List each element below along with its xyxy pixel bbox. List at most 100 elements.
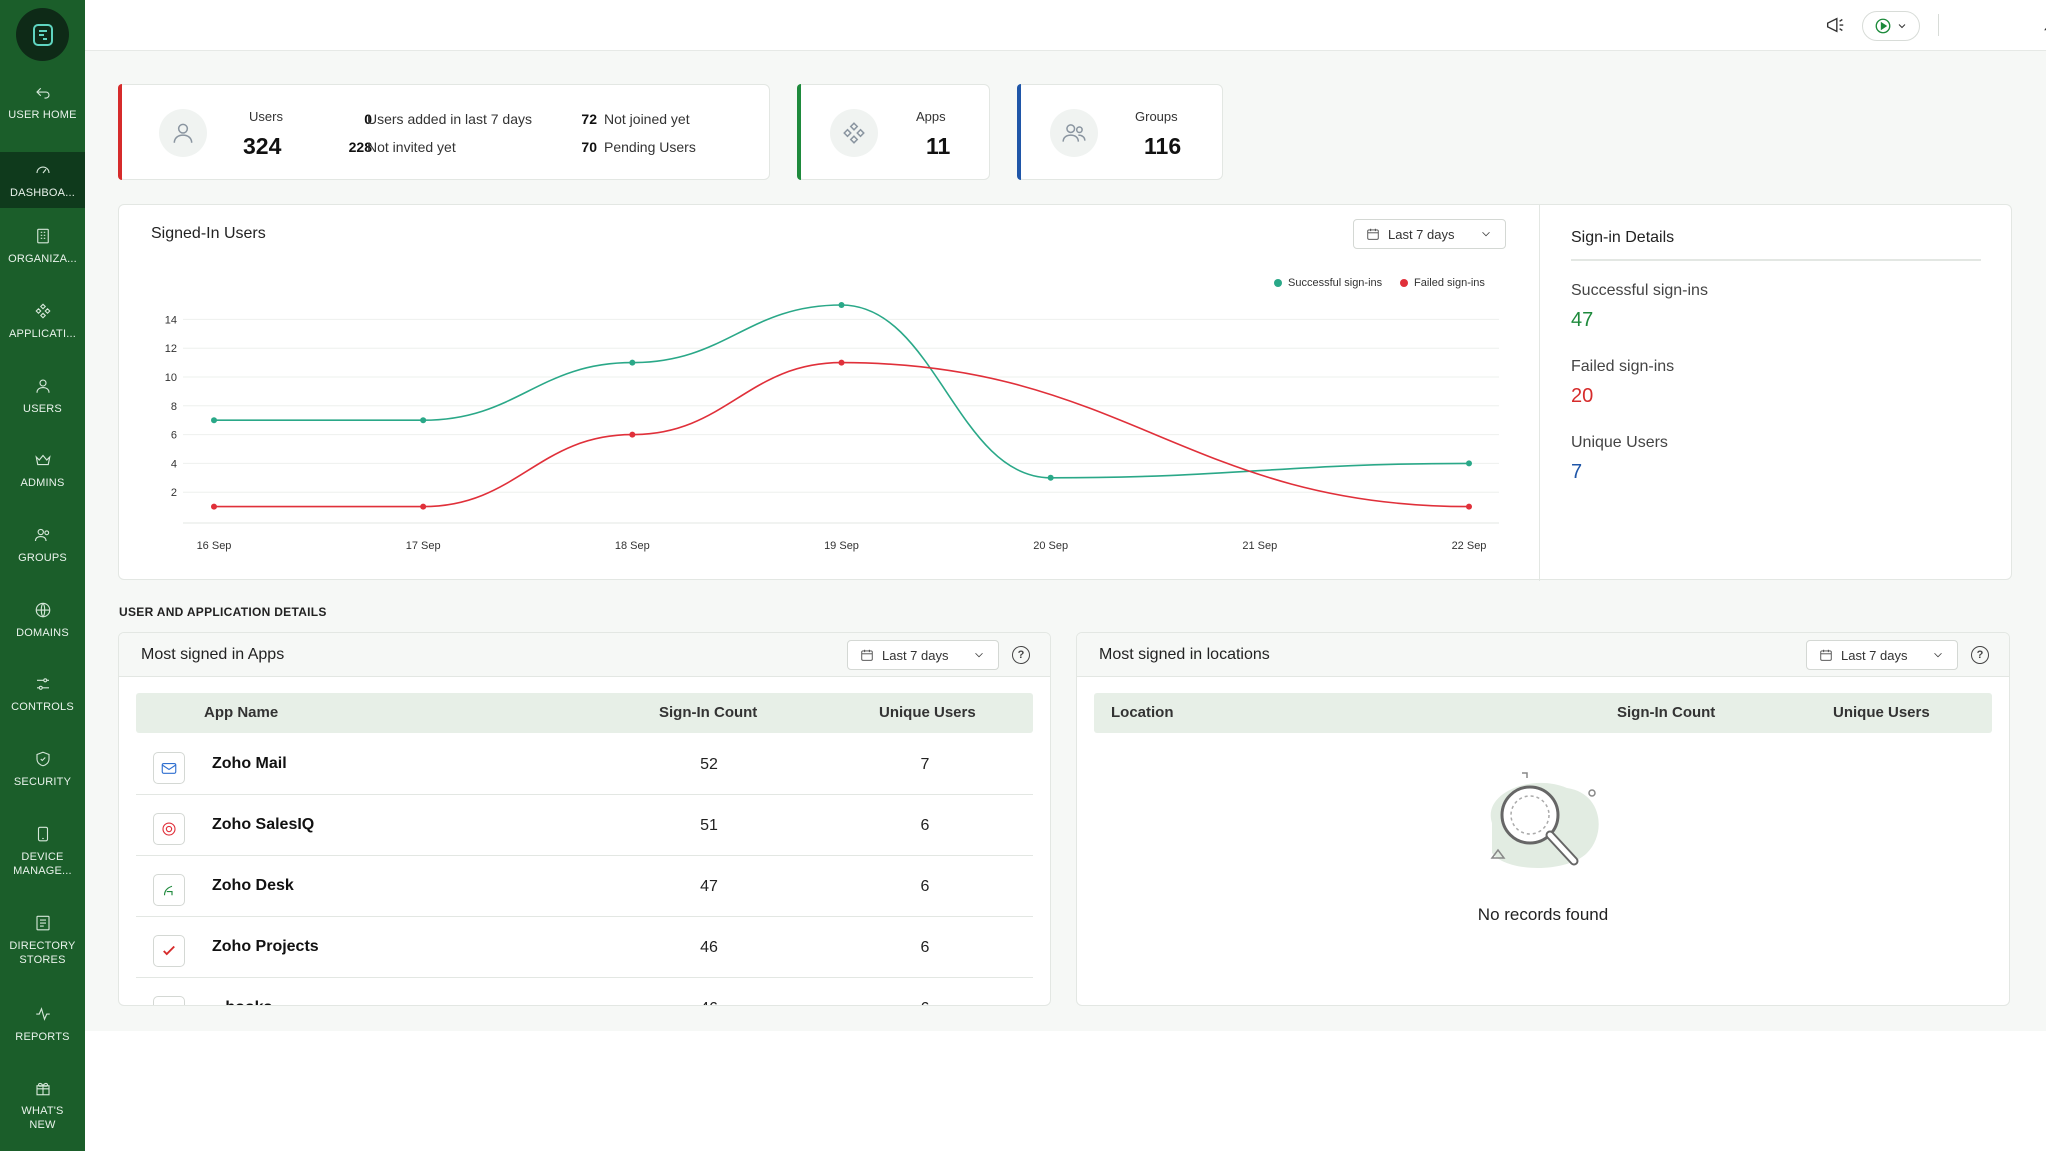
added-label[interactable]: Users added in last 7 days <box>367 111 532 127</box>
signin-count: 52 <box>700 756 718 773</box>
dashboard-gauge-icon <box>33 160 53 180</box>
locations-range-label: Last 7 days <box>1841 647 1908 663</box>
header-divider <box>1938 14 1939 36</box>
sidebar-item-admins[interactable]: ADMINS <box>0 450 85 490</box>
locations-range-dropdown[interactable]: Last 7 days <box>1806 640 1958 670</box>
failed-point[interactable] <box>211 503 217 510</box>
legend-failed[interactable]: Failed sign-ins <box>1400 277 1485 289</box>
success-point[interactable] <box>1466 460 1472 467</box>
not-invited-label[interactable]: Not invited yet <box>367 139 456 155</box>
table-row[interactable]: Zoho SalesIQ 51 6 <box>136 796 1033 856</box>
col-signin-count[interactable]: Sign-In Count <box>1617 704 1716 721</box>
legend-success-dot <box>1274 279 1282 287</box>
sidebar-item-label: GROUPS <box>18 552 67 564</box>
apps-range-dropdown[interactable]: Last 7 days <box>847 640 999 670</box>
legend-failed-label: Failed sign-ins <box>1414 277 1485 289</box>
unique-label: Unique Users <box>1571 434 1668 451</box>
app-name[interactable]: ...books <box>212 999 272 1005</box>
users-label: Users <box>249 109 283 124</box>
apps-label: Apps <box>916 109 946 124</box>
chevron-down-icon <box>1482 231 1490 237</box>
y-tick-label: 12 <box>165 343 177 355</box>
sidebar-item-controls[interactable]: CONTROLS <box>0 674 85 714</box>
applications-icon <box>33 301 53 321</box>
failed-point[interactable] <box>629 431 636 438</box>
sidebar-item-what-s-new[interactable]: WHAT'S NEW <box>0 1078 85 1132</box>
col-signin-count[interactable]: Sign-In Count <box>659 704 758 721</box>
groups-label: Groups <box>1135 109 1178 124</box>
added-count: 0 <box>364 111 372 127</box>
x-tick-label: 16 Sep <box>197 540 232 552</box>
unique-value[interactable]: 7 <box>1571 461 1583 483</box>
col-app-name[interactable]: App Name <box>204 704 279 721</box>
sidebar-item-label: SECURITY <box>13 776 72 788</box>
success-point[interactable] <box>211 417 217 424</box>
failed-point[interactable] <box>420 503 427 510</box>
groups-stat-card[interactable]: Groups 116 <box>1017 84 1223 180</box>
sliders-icon <box>33 674 53 694</box>
sidebar-item-user-home[interactable]: USER HOME <box>0 82 85 122</box>
pending-label[interactable]: Pending Users <box>604 139 696 155</box>
sidebar-item-label: DIRECTORY STORES <box>9 940 76 966</box>
unique-users: 6 <box>920 878 930 895</box>
x-tick-label: 19 Sep <box>824 540 859 552</box>
sidebar-item-reports[interactable]: REPORTS <box>0 1004 85 1044</box>
x-tick-label: 22 Sep <box>1452 540 1487 552</box>
legend-success[interactable]: Successful sign-ins <box>1274 277 1382 289</box>
sidebar-item-domains[interactable]: DOMAINS <box>0 600 85 640</box>
sidebar-item-security[interactable]: SECURITY <box>0 749 85 789</box>
table-row[interactable]: Zoho Desk 47 6 <box>136 857 1033 917</box>
gift-icon <box>33 1078 53 1098</box>
app-name[interactable]: Zoho Projects <box>212 938 319 955</box>
successful-value[interactable]: 47 <box>1571 309 1594 331</box>
groups-accent <box>1017 84 1021 180</box>
failed-label: Failed sign-ins <box>1571 358 1675 375</box>
sidebar: USER HOME DASHBOA... ORGANIZA... APPLICATI.… <box>0 0 85 1151</box>
users-stat-card[interactable]: Users 324 0 Users added in last 7 days 2… <box>118 84 770 180</box>
table-row[interactable]: ...books 46 6 <box>136 979 1033 1005</box>
app-name[interactable]: Zoho SalesIQ <box>212 816 315 833</box>
col-unique-users[interactable]: Unique Users <box>1833 704 1930 721</box>
announcement-icon[interactable] <box>1822 12 1848 38</box>
calendar-icon <box>861 649 873 661</box>
building-icon <box>33 226 53 246</box>
failed-point[interactable] <box>1466 503 1472 510</box>
success-point[interactable] <box>420 417 427 424</box>
sidebar-item-groups[interactable]: GROUPS <box>0 525 85 565</box>
app-name[interactable]: Zoho Mail <box>212 755 287 772</box>
sidebar-item-label: USER HOME <box>8 109 77 121</box>
sidebar-item-organiza[interactable]: ORGANIZA... <box>0 226 85 266</box>
failed-point[interactable] <box>838 359 845 366</box>
notification-bell-icon[interactable] <box>2038 12 2046 38</box>
sidebar-item-label: ADMINS <box>20 477 65 489</box>
unique-users: 6 <box>865 1000 985 1005</box>
device-icon <box>33 824 53 844</box>
table-row[interactable]: Zoho Projects 46 6 <box>136 918 1033 978</box>
apps-accent <box>797 84 801 180</box>
col-location[interactable]: Location <box>1111 704 1174 721</box>
status-dropdown[interactable] <box>1862 11 1920 41</box>
activity-icon <box>33 1004 53 1024</box>
app-name[interactable]: Zoho Desk <box>212 877 294 894</box>
sidebar-item-device-manage[interactable]: DEVICE MANAGE... <box>0 824 85 878</box>
sidebar-item-label: DASHBOA... <box>10 187 75 199</box>
success-series-line <box>214 304 1470 479</box>
not-joined-label[interactable]: Not joined yet <box>604 111 690 127</box>
help-icon[interactable]: ? <box>1012 646 1030 664</box>
signin-count: 46 <box>700 939 718 956</box>
success-point[interactable] <box>838 302 845 308</box>
col-unique-users[interactable]: Unique Users <box>879 704 976 721</box>
sidebar-item-users[interactable]: USERS <box>0 376 85 416</box>
sidebar-item-applicati[interactable]: APPLICATI... <box>0 301 85 341</box>
success-point[interactable] <box>1047 474 1054 481</box>
app-logo[interactable] <box>16 8 69 61</box>
failed-value[interactable]: 20 <box>1571 385 1594 407</box>
success-point[interactable] <box>629 359 636 366</box>
apps-stat-card[interactable]: Apps 11 <box>797 84 990 180</box>
chart-range-dropdown[interactable]: Last 7 days <box>1353 219 1506 249</box>
sidebar-item-directory-stores[interactable]: DIRECTORY STORES <box>0 913 85 967</box>
most-signed-apps-panel: Most signed in Apps Last 7 days ? App Na… <box>118 632 1051 1006</box>
sidebar-item-dashboa[interactable]: DASHBOA... <box>0 152 85 208</box>
table-row[interactable]: Zoho Mail 52 7 <box>136 735 1033 795</box>
help-icon[interactable]: ? <box>1971 646 1989 664</box>
